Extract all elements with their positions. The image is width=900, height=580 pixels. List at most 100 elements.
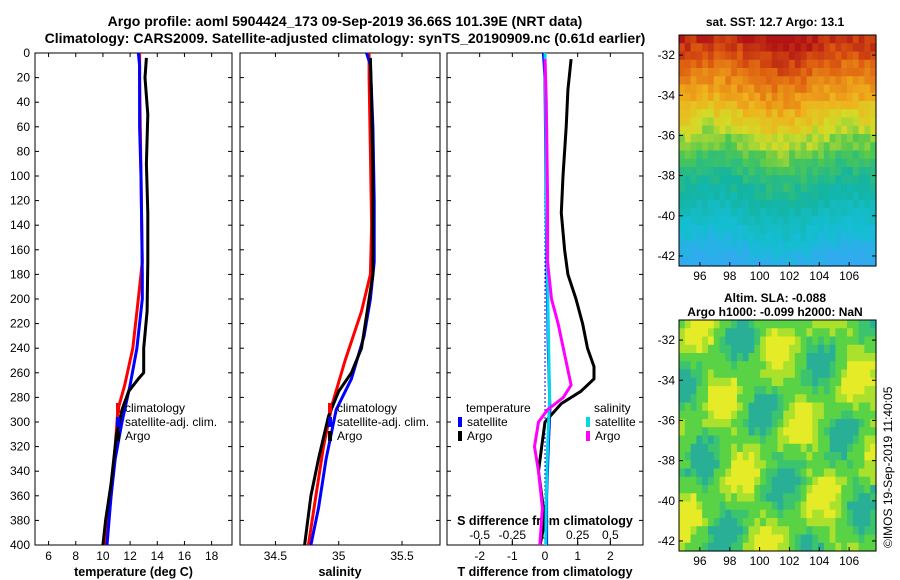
map-cell <box>748 150 755 160</box>
map-cell <box>742 394 750 404</box>
map-cell <box>818 509 825 519</box>
map-cell <box>771 257 779 267</box>
map-cell <box>858 175 866 185</box>
map-cell <box>841 142 848 152</box>
map-cell <box>841 125 848 135</box>
map-cell <box>789 158 796 168</box>
map-cell <box>847 485 854 494</box>
map-cell <box>847 377 854 387</box>
map-cell <box>864 320 871 329</box>
map-cell <box>702 43 709 53</box>
map-cell <box>806 320 813 329</box>
map-cell <box>847 191 854 201</box>
legend-label-argo: Argo <box>125 429 151 443</box>
map-cell <box>754 101 761 110</box>
map-cell <box>858 142 866 152</box>
map-cell <box>835 109 842 119</box>
map-cell <box>800 224 808 234</box>
map-cell <box>800 68 808 77</box>
map-cell <box>783 394 790 404</box>
map-cell <box>841 377 848 387</box>
map-cell <box>789 394 796 404</box>
map-cell <box>742 344 750 354</box>
map-cell <box>841 452 848 461</box>
map-cell <box>696 68 703 77</box>
map-cell <box>823 208 831 218</box>
map-cell <box>696 224 703 234</box>
map-cell <box>684 501 692 511</box>
map-cell <box>765 249 773 259</box>
map-cell <box>800 43 808 53</box>
map-cell <box>864 208 871 218</box>
map-cell <box>852 427 860 437</box>
map-cell <box>696 394 703 404</box>
map-cell <box>696 76 703 86</box>
map-cell <box>800 493 808 503</box>
map-cell <box>771 191 779 201</box>
map-cell <box>731 493 738 503</box>
map-cell <box>719 51 726 61</box>
map-cell <box>731 344 738 354</box>
map-cell <box>736 402 744 412</box>
map-cell <box>684 191 692 201</box>
map-cell <box>679 150 686 160</box>
map-cell <box>684 59 692 69</box>
map-cell <box>870 68 877 77</box>
map-cell <box>713 427 721 437</box>
map-cell <box>760 526 767 536</box>
map-cell <box>777 452 784 461</box>
map-cell <box>690 526 697 536</box>
map-cell <box>841 134 848 143</box>
map-cell <box>713 175 721 185</box>
map-cell <box>823 84 831 94</box>
map-cell <box>864 109 871 119</box>
map-cell <box>789 402 796 412</box>
map-cell <box>760 534 767 544</box>
map-cell <box>719 493 726 503</box>
map-cell <box>864 150 871 160</box>
map-cell <box>812 224 819 234</box>
map-cell <box>800 35 808 44</box>
map-cell <box>829 336 837 346</box>
map-cell <box>829 158 837 168</box>
map-cell <box>765 257 773 267</box>
map-cell <box>789 353 796 362</box>
map-cell <box>731 224 738 234</box>
map-cell <box>841 200 848 209</box>
map-cell <box>870 534 877 544</box>
map-cell <box>702 183 709 193</box>
map-cell <box>823 435 831 445</box>
map-cell <box>760 84 767 94</box>
map-cell <box>748 183 755 193</box>
map-cell <box>835 76 842 86</box>
map-cell <box>777 175 784 185</box>
map-cell <box>684 175 692 185</box>
map-cell <box>812 361 819 371</box>
map-cell <box>690 476 697 486</box>
map-cell <box>823 233 831 242</box>
map-cell <box>829 468 837 478</box>
map-cell <box>771 216 779 226</box>
map-cell <box>754 410 761 420</box>
map-cell <box>742 534 750 544</box>
x-tick-label: 6 <box>45 549 52 563</box>
map-cell <box>748 328 755 338</box>
map-cell <box>818 35 825 44</box>
map-cell <box>684 35 692 44</box>
map-cell <box>702 216 709 226</box>
map-cell <box>829 386 837 395</box>
map-cell <box>736 485 744 494</box>
map-cell <box>835 452 842 461</box>
map-cell <box>725 427 732 437</box>
map-cell <box>823 410 831 420</box>
map-cell <box>719 125 726 135</box>
map-cell <box>858 224 866 234</box>
map-cell <box>771 51 779 61</box>
map-cell <box>679 208 686 218</box>
map-cell <box>748 386 755 395</box>
map-cell <box>835 353 842 362</box>
map-cell <box>823 150 831 160</box>
map-cell <box>783 476 790 486</box>
map-cell <box>812 35 819 44</box>
